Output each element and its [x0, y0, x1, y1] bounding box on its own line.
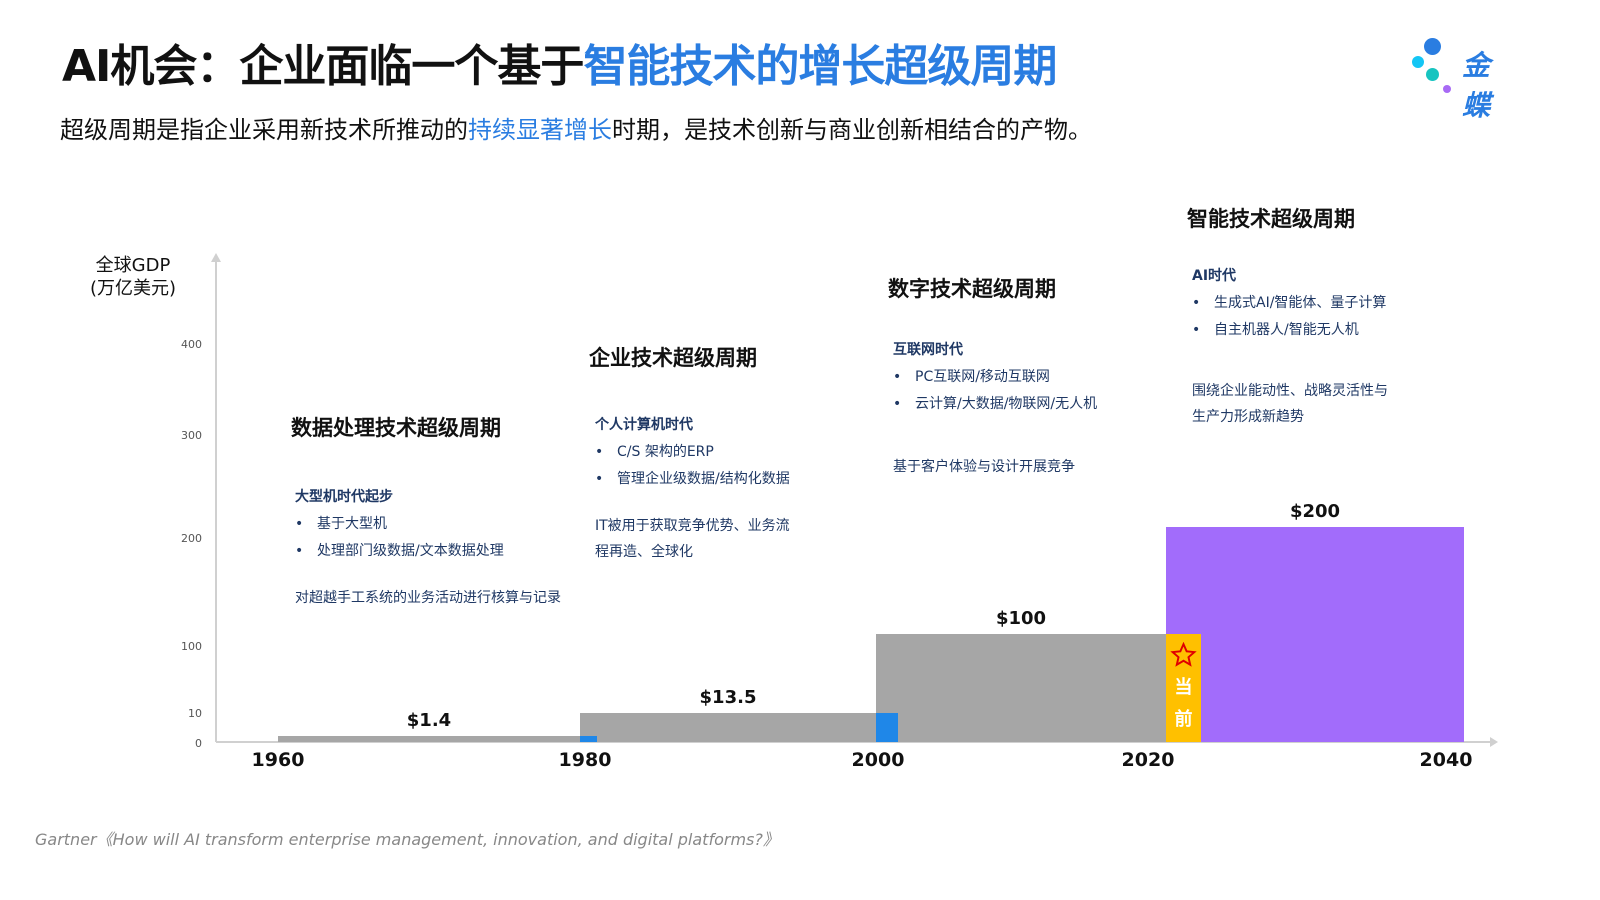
era-summary: 对超越手工系统的业务活动进行核算与记录	[295, 590, 561, 606]
title-text: AI机会：企业面临一个基于	[62, 41, 584, 92]
transition-marker	[580, 736, 597, 742]
era-bullet: PC互联网/移动互联网	[893, 364, 1103, 391]
title-highlight: 智能技术的增长超级周期	[583, 41, 1057, 92]
era-description: 个人计算机时代 C/S 架构的ERP管理企业级数据/结构化数据 IT被用于获取竞争优…	[595, 412, 800, 565]
y-tick-label: 100	[181, 640, 202, 653]
y-tick-label: 300	[181, 429, 202, 442]
y-tick-label: 400	[181, 338, 202, 351]
era-title: 智能技术超级周期	[1187, 207, 1355, 231]
x-tick-label: 1960	[251, 749, 305, 771]
bar-value-label: $13.5	[699, 687, 757, 708]
era-subtitle: AI时代	[1192, 268, 1237, 284]
logo-dot	[1424, 38, 1441, 55]
logo-text: 金蝶	[1462, 49, 1491, 122]
era-bullet: C/S 架构的ERP	[595, 439, 800, 466]
subtitle-highlight: 持续显著增长	[468, 116, 612, 144]
bar-value-label: $1.4	[406, 710, 452, 731]
current-label: 当 前	[1174, 677, 1193, 730]
x-axis-arrow	[1490, 737, 1498, 747]
logo-dot	[1426, 68, 1439, 81]
y-axis-label: 全球GDP (万亿美元)	[89, 255, 177, 299]
era-subtitle: 互联网时代	[893, 342, 963, 358]
era-title: 企业技术超级周期	[589, 346, 757, 370]
footnote: Gartner《How will AI transform enterprise…	[35, 830, 779, 849]
page-title: AI机会：企业面临一个基于智能技术的增长超级周期	[62, 30, 1057, 94]
x-tick-label: 2020	[1121, 749, 1175, 771]
logo-dot	[1412, 56, 1424, 68]
era-bullet: 管理企业级数据/结构化数据	[595, 466, 800, 493]
era-bullet: 处理部门级数据/文本数据处理	[295, 538, 565, 565]
y-tick-label: 200	[181, 532, 202, 545]
era-description: 大型机时代起步基于大型机处理部门级数据/文本数据处理对超越手工系统的业务活动进行…	[295, 484, 565, 611]
era-description: 互联网时代 PC互联网/移动互联网云计算/大数据/物联网/无人机基于客户体验与设计…	[893, 337, 1103, 480]
era-bullet: 自主机器人/智能无人机	[1192, 317, 1392, 344]
logo-dot	[1443, 85, 1451, 93]
x-tick-label: 2040	[1419, 749, 1473, 771]
era-subtitle: 个人计算机时代	[595, 417, 693, 433]
bar-value-label: $100	[995, 608, 1047, 629]
era-summary: 基于客户体验与设计开展竞争	[893, 459, 1075, 475]
bar-value-label: $200	[1289, 501, 1341, 522]
era-summary: 围绕企业能动性、战略灵活性与生产力形成新趋势	[1192, 383, 1388, 425]
subtitle: 超级周期是指企业采用新技术所推动的持续显著增长时期，是技术创新与商业创新相结合的…	[60, 110, 1092, 145]
era-bullet: 云计算/大数据/物联网/无人机	[893, 391, 1103, 418]
bar-2000-2020	[876, 634, 1166, 742]
x-tick-label: 1980	[558, 749, 612, 771]
x-tick-label: 2000	[851, 749, 905, 771]
era-bullet: 基于大型机	[295, 511, 565, 538]
transition-marker	[876, 713, 898, 742]
subtitle-text-end: 时期，是技术创新与商业创新相结合的产物。	[612, 116, 1092, 144]
y-axis-arrow	[211, 253, 221, 262]
bar-1980-2000	[580, 713, 876, 742]
current-marker: 当 前	[1166, 634, 1201, 742]
star-icon	[1170, 641, 1197, 667]
era-description: AI时代生成式AI/智能体、量子计算自主机器人/智能无人机围绕企业能动性、战略灵…	[1192, 263, 1392, 430]
era-title: 数字技术超级周期	[888, 277, 1056, 301]
y-tick-label: 0	[195, 737, 202, 750]
y-tick-label: 10	[188, 707, 202, 720]
era-bullet: 生成式AI/智能体、量子计算	[1192, 290, 1392, 317]
bar-1960-1980	[278, 736, 580, 742]
era-summary: IT被用于获取竞争优势、业务流程再造、全球化	[595, 518, 790, 560]
era-subtitle: 大型机时代起步	[295, 489, 393, 505]
subtitle-text: 超级周期是指企业采用新技术所推动的	[60, 116, 468, 144]
era-title: 数据处理技术超级周期	[291, 416, 501, 440]
bar-2020-2040	[1166, 527, 1464, 742]
